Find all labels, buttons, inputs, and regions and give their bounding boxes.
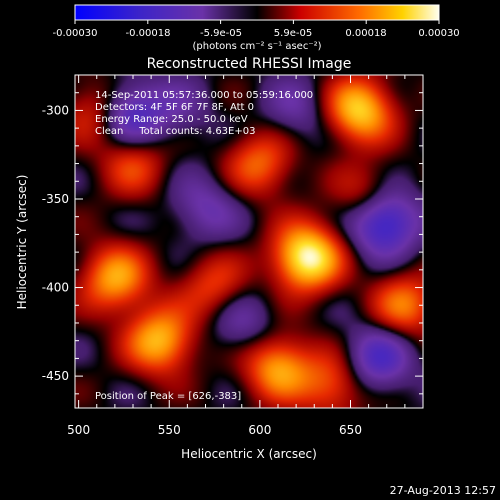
colorbar-tick-1: -0.00018 bbox=[126, 28, 171, 39]
colorbar-units: (photons cm⁻² s⁻¹ asec⁻²) bbox=[192, 41, 321, 52]
colorbar-tick-4: 0.00018 bbox=[345, 28, 386, 39]
info-time-range: 14-Sep-2011 05:57:36.000 to 05:59:16.000 bbox=[95, 90, 313, 101]
plot-frame bbox=[74, 74, 424, 409]
colorbar-tick-2: -5.9e-05 bbox=[200, 28, 242, 39]
chart-title: Reconstructed RHESSI Image bbox=[147, 56, 352, 72]
x-tick-label: 600 bbox=[248, 423, 271, 437]
y-tick-label: -300 bbox=[42, 103, 69, 117]
x-tick-label: 650 bbox=[339, 423, 362, 437]
footer-date: 27-Aug-2013 12:57 bbox=[390, 484, 496, 497]
x-tick-label: 550 bbox=[158, 423, 181, 437]
colorbar-tick-0: -0.00030 bbox=[53, 28, 98, 39]
info-energy: Energy Range: 25.0 - 50.0 keV bbox=[95, 114, 248, 125]
colorbar-tick-3: 5.9e-05 bbox=[274, 28, 312, 39]
x-axis-label: Heliocentric X (arcsec) bbox=[181, 447, 317, 461]
info-peak: Position of Peak = [626,-383] bbox=[95, 391, 241, 402]
y-tick-label: -400 bbox=[42, 281, 69, 295]
x-tick-label: 500 bbox=[67, 423, 90, 437]
heatmap-image bbox=[75, 75, 423, 408]
y-tick-label: -450 bbox=[42, 369, 69, 383]
colorbar: -0.00030 -0.00018 -5.9e-05 5.9e-05 0.000… bbox=[53, 4, 460, 52]
x-axis-ticks: 500 550 600 650 bbox=[67, 75, 406, 437]
colorbar-ticks bbox=[74, 20, 440, 24]
y-axis-ticks: -300 -350 -400 -450 bbox=[42, 92, 423, 395]
colorbar-gradient bbox=[74, 4, 440, 21]
colorbar-tick-5: 0.00030 bbox=[418, 28, 459, 39]
info-detectors: Detectors: 4F 5F 6F 7F 8F, Att 0 bbox=[95, 102, 254, 113]
info-clean: Clean Total counts: 4.63E+03 bbox=[95, 126, 255, 137]
image-area bbox=[74, 74, 424, 409]
y-tick-label: -350 bbox=[42, 192, 69, 206]
y-axis-label: Heliocentric Y (arcsec) bbox=[15, 175, 29, 310]
